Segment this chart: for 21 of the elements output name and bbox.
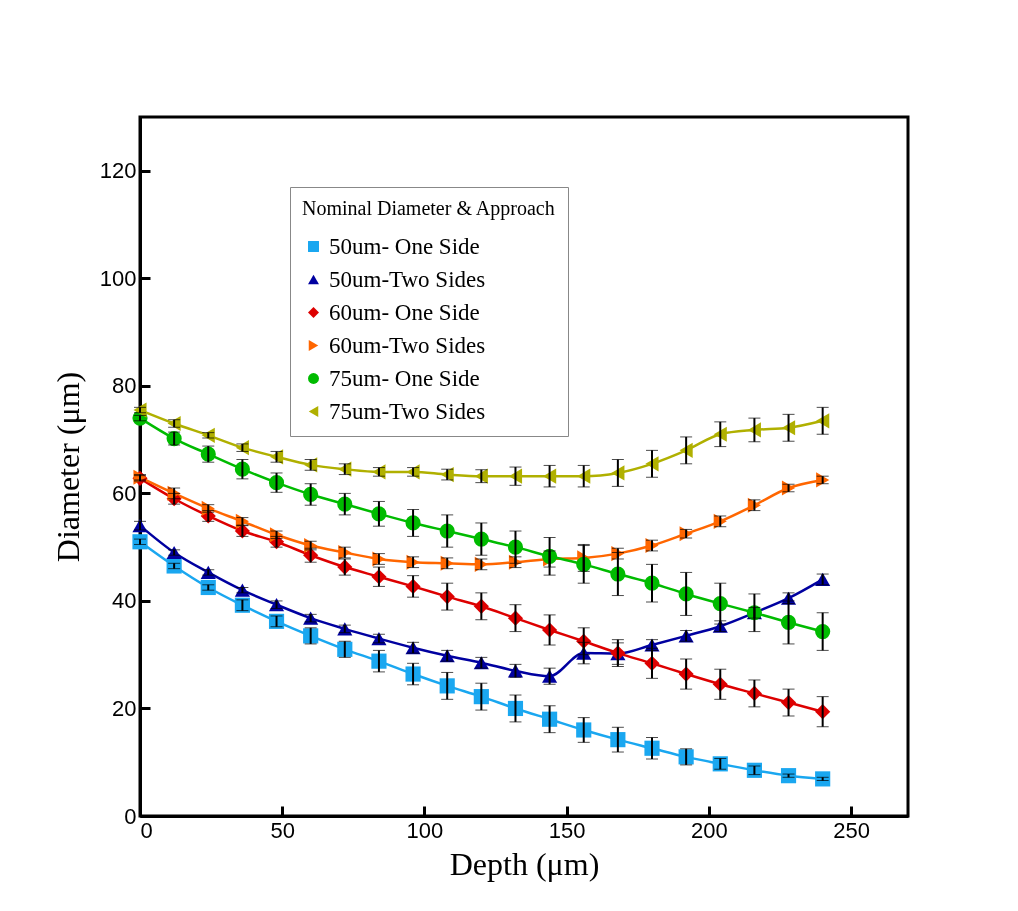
x-tick-label: 100 [406,817,444,843]
y-tick-label: 100 [99,265,137,291]
legend-label: 60um- One Side [329,299,480,325]
y-axis-title: Diameter (μm) [49,371,86,563]
x-tick-label: 150 [548,817,586,843]
y-tick-label: 20 [112,695,137,721]
legend-label: 60um-Two Sides [329,332,486,358]
y-tick-label: 60 [112,480,137,506]
y-tick-label: 80 [112,373,137,399]
x-tick-label: 0 [140,817,153,843]
legend-label: 75um-Two Sides [329,398,486,424]
legend-title: Nominal Diameter & Approach [302,197,555,220]
y-tick-label: 120 [99,158,137,184]
legend-label: 50um- One Side [329,233,480,259]
x-tick-label: 250 [833,817,870,843]
legend-label: 50um-Two Sides [329,266,486,292]
legend-label: 75um- One Side [329,365,480,391]
x-tick-label: 50 [270,817,295,843]
x-axis-title: Depth (μm) [449,845,600,882]
x-tick-label: 200 [691,817,728,843]
y-tick-label: 40 [112,588,137,614]
